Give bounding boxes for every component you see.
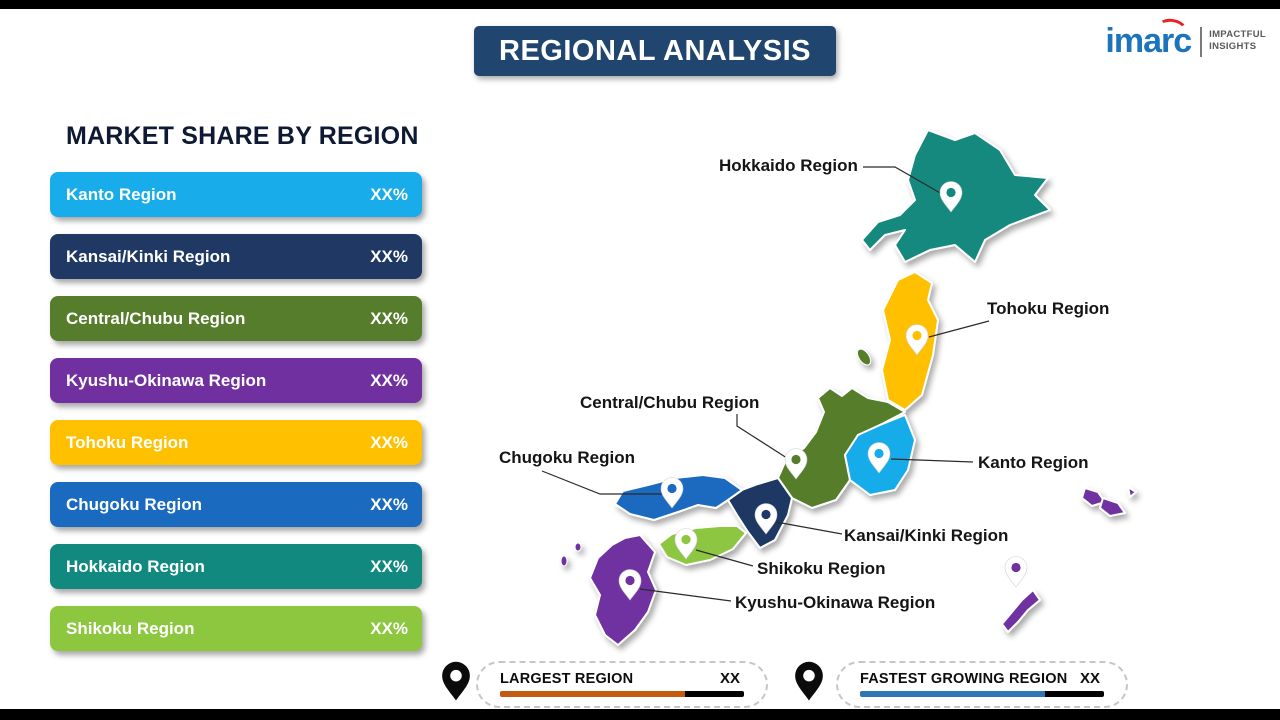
bar-value: XX%: [370, 308, 408, 328]
fastest-region-label: FASTEST GROWING REGION: [860, 670, 1068, 687]
bar-label: Chugoku Region: [66, 494, 202, 514]
callout-line-shikoku: [695, 549, 754, 567]
bar-label: Kanto Region: [66, 184, 177, 204]
page-title-text: REGIONAL ANALYSIS: [499, 34, 811, 67]
map-label-chugoku: Chugoku Region: [499, 448, 635, 467]
top-strip: [0, 0, 1280, 9]
callout-line-chubu: [736, 414, 791, 461]
fastest-region-bar-color: [860, 691, 1046, 697]
bar-value: XX%: [370, 246, 408, 266]
imarc-logo-text: imarc: [1105, 22, 1192, 60]
callout-line-tohoku: [928, 320, 990, 338]
largest-region-label: LARGEST REGION: [500, 670, 634, 687]
bar-label: Kyushu-Okinawa Region: [66, 370, 267, 390]
map-label-kanto: Kanto Region: [978, 453, 1089, 472]
bar-value: XX%: [370, 556, 408, 576]
map-label-kansai: Kansai/Kinki Region: [844, 526, 1009, 545]
logo-tagline: IMPACTFUL INSIGHTS: [1209, 29, 1266, 53]
fastest-region-bar-end: [1045, 691, 1104, 697]
share-bar-chugoku: Chugoku Region XX%: [50, 482, 422, 527]
share-bar-hokkaido: Hokkaido Region XX%: [50, 544, 422, 589]
bar-value: XX%: [370, 432, 408, 452]
bar-label: Kansai/Kinki Region: [66, 246, 231, 266]
imarc-logo: imarc IMPACTFUL INSIGHTS: [1105, 16, 1266, 60]
largest-region-bar-color: [500, 691, 686, 697]
map-island-kyushu-west-1: [574, 542, 582, 552]
largest-region-bar: [500, 691, 744, 697]
imarc-logo-wordmark: imarc: [1105, 16, 1192, 60]
map-region-shikoku: [658, 525, 747, 566]
map-label-kyushu: Kyushu-Okinawa Region: [735, 593, 936, 612]
map-pin-chubu-icon: [784, 448, 808, 480]
bar-value: XX%: [370, 184, 408, 204]
callout-line-kansai: [775, 521, 843, 535]
bar-label: Shikoku Region: [66, 618, 195, 638]
map-pin-shikoku-icon: [674, 528, 698, 560]
map-pin-okinawa-icon: [1004, 556, 1028, 588]
callout-line-hokkaido: [863, 166, 943, 195]
map-label-hokkaido: Hokkaido Region: [719, 156, 858, 175]
bar-value: XX%: [370, 618, 408, 638]
fastest-region-value: XX: [1079, 670, 1100, 687]
logo-tagline-line2: INSIGHTS: [1209, 41, 1257, 52]
map-island-okinawa-a: [1081, 487, 1106, 507]
share-bar-kyushu-okinawa: Kyushu-Okinawa Region XX%: [50, 358, 422, 403]
market-share-heading: MARKET SHARE BY REGION: [66, 122, 419, 150]
share-bar-tohoku: Tohoku Region XX%: [50, 420, 422, 465]
map-pin-tohoku-icon: [905, 324, 929, 356]
japan-map: [541, 129, 1137, 646]
market-share-list: Kanto Region XX% Kansai/Kinki Region XX%…: [50, 172, 422, 651]
largest-region-row: LARGEST REGION XX: [478, 663, 766, 687]
map-island-sado: [856, 348, 872, 366]
largest-region-bar-end: [685, 691, 744, 697]
bar-value: XX%: [370, 494, 408, 514]
map-island-kyushu-west-2: [560, 555, 568, 567]
logo-divider: [1200, 27, 1203, 57]
map-pin-chugoku-icon: [660, 477, 684, 509]
bottom-strip: [0, 709, 1280, 720]
map-island-okinawa-c: [1127, 486, 1137, 498]
map-island-okinawa-b: [1099, 497, 1126, 517]
map-pin-hokkaido-icon: [939, 181, 963, 213]
share-bar-kansai: Kansai/Kinki Region XX%: [50, 234, 422, 279]
callout-line-chugoku: [541, 470, 664, 495]
bar-value: XX%: [370, 370, 408, 390]
largest-region-legend: LARGEST REGION XX: [476, 661, 768, 708]
bar-label: Central/Chubu Region: [66, 308, 246, 328]
map-label-tohoku: Tohoku Region: [987, 299, 1110, 318]
callout-line-kanto: [890, 458, 974, 463]
map-label-shikoku: Shikoku Region: [757, 559, 886, 578]
map-label-chubu: Central/Chubu Region: [580, 393, 760, 412]
fastest-region-bar: [860, 691, 1104, 697]
share-bar-shikoku: Shikoku Region XX%: [50, 606, 422, 651]
fastest-region-row: FASTEST GROWING REGION XX: [838, 663, 1126, 687]
bar-label: Tohoku Region: [66, 432, 189, 452]
share-bar-chubu: Central/Chubu Region XX%: [50, 296, 422, 341]
callout-line-kyushu: [639, 588, 732, 602]
logo-tagline-line1: IMPACTFUL: [1209, 29, 1266, 41]
fastest-region-legend: FASTEST GROWING REGION XX: [836, 661, 1128, 708]
largest-region-pin-icon: [442, 661, 470, 701]
largest-region-value: XX: [719, 670, 740, 687]
map-pin-kyushu-icon: [618, 569, 642, 601]
bar-label: Hokkaido Region: [66, 556, 205, 576]
page-title: REGIONAL ANALYSIS: [474, 26, 836, 76]
share-bar-kanto: Kanto Region XX%: [50, 172, 422, 217]
map-island-okinawa-main: [1001, 589, 1041, 633]
fastest-region-pin-icon: [795, 661, 823, 701]
map-pin-kanto-icon: [867, 442, 891, 474]
map-pin-kansai-icon: [754, 503, 778, 535]
